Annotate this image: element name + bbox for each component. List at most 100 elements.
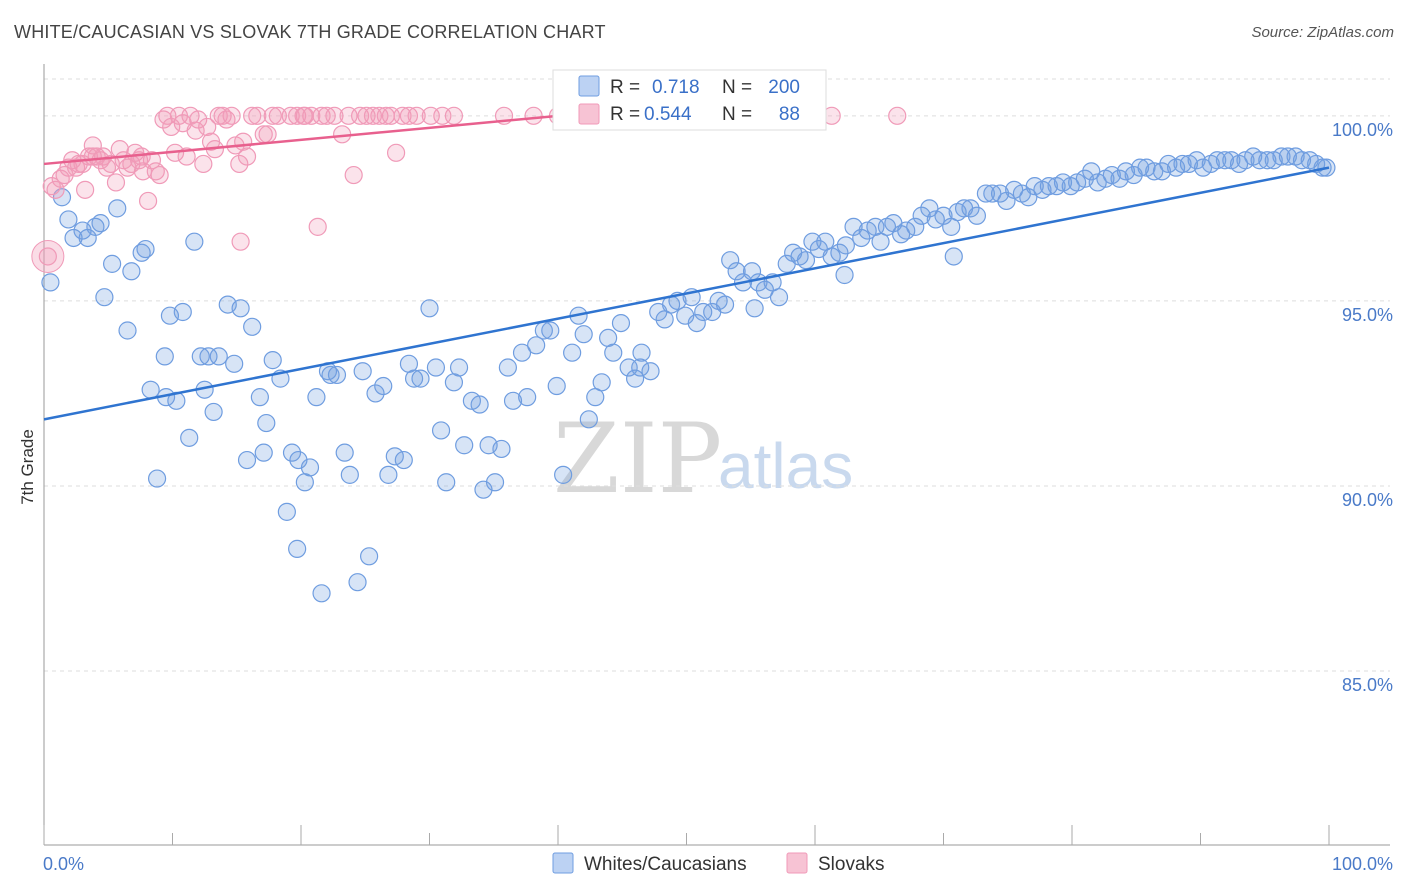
point-whites <box>136 239 155 259</box>
point-whites <box>944 247 963 266</box>
point-whites <box>231 299 250 318</box>
point-slovaks <box>150 165 169 185</box>
point-slovaks <box>46 180 65 199</box>
point-slovaks <box>268 106 287 125</box>
point-whites <box>641 362 660 381</box>
point-whites <box>541 321 560 340</box>
point-slovaks <box>248 106 267 125</box>
legend-n-label-1: N = <box>722 77 752 98</box>
axes <box>43 64 1390 846</box>
point-whites <box>385 447 404 466</box>
point-slovaks <box>888 106 907 125</box>
point-slovaks <box>231 232 250 251</box>
legend-n-value-1: 200 <box>768 77 800 98</box>
legend-n-value-2: 88 <box>779 104 800 125</box>
point-whites <box>394 450 413 470</box>
point-whites <box>91 214 110 233</box>
point-slovaks <box>263 106 282 125</box>
point-whites <box>830 243 849 262</box>
legend-r-label-1: R = <box>610 77 640 98</box>
point-whites <box>455 436 474 455</box>
point-whites <box>437 473 456 492</box>
legend-r-value-2: 0.544 <box>644 104 692 125</box>
source-label: Source: ZipAtlas.com <box>1251 24 1394 41</box>
point-whites <box>360 547 379 566</box>
y-tick-labels: 85.0% 90.0% 95.0% 100.0% <box>1332 120 1393 695</box>
point-whites <box>1152 162 1172 181</box>
point-whites <box>755 280 774 299</box>
point-whites <box>41 273 60 292</box>
point-slovaks <box>243 106 262 125</box>
point-whites <box>1187 151 1206 170</box>
trendlines <box>43 114 1330 421</box>
point-whites <box>59 210 78 229</box>
point-whites <box>745 299 764 318</box>
point-whites <box>411 369 430 388</box>
bottom-legend-swatch-whites <box>552 852 574 874</box>
point-whites <box>803 232 822 251</box>
point-whites <box>449 358 469 377</box>
series-legend: Whites/Caucasians Slovaks <box>552 852 885 875</box>
y-tick-label: 90.0% <box>1342 490 1393 510</box>
point-whites <box>512 343 532 362</box>
point-whites <box>282 443 302 462</box>
point-whites <box>912 206 931 225</box>
point-whites <box>103 254 122 273</box>
point-whites <box>254 443 273 462</box>
y-axis-label: 7th Grade <box>18 429 37 505</box>
point-whites <box>715 295 735 314</box>
point-slovaks <box>288 106 307 125</box>
point-whites <box>353 362 372 381</box>
point-whites <box>288 539 307 558</box>
point-whites <box>906 217 925 236</box>
point-whites <box>836 236 855 255</box>
point-whites <box>527 336 546 355</box>
point-whites <box>147 469 167 488</box>
point-whites <box>1145 162 1164 181</box>
point-whites <box>983 184 1002 203</box>
point-whites <box>257 413 276 433</box>
point-whites <box>250 388 269 407</box>
point-whites <box>727 262 746 281</box>
point-whites <box>518 388 537 407</box>
point-whites <box>431 421 451 440</box>
point-slovaks <box>177 147 196 166</box>
point-whites <box>199 347 218 366</box>
point-slovaks <box>351 106 370 125</box>
point-whites <box>1208 151 1227 170</box>
trendline-slovaks <box>43 114 559 166</box>
point-slovaks <box>302 106 321 125</box>
point-whites <box>335 443 354 462</box>
point-slovaks <box>281 106 300 125</box>
point-whites <box>796 251 816 270</box>
point-slovaks <box>234 132 253 151</box>
point-whites <box>155 347 174 366</box>
point-slovaks <box>76 180 95 199</box>
point-slovaks <box>399 106 419 125</box>
point-whites <box>374 376 393 396</box>
x-tick-max: 100.0% <box>1332 854 1393 874</box>
point-whites <box>108 199 127 218</box>
point-whites <box>1082 162 1101 181</box>
point-whites <box>340 465 359 484</box>
point-whites <box>961 199 980 218</box>
point-whites <box>327 365 347 385</box>
y-tick-label: 95.0% <box>1342 305 1393 325</box>
point-slovaks <box>142 151 162 170</box>
point-whites <box>920 199 939 218</box>
point-whites <box>379 465 398 484</box>
legend-swatch-slovaks <box>578 103 600 125</box>
point-whites <box>141 380 160 399</box>
point-slovaks <box>198 117 217 137</box>
point-whites <box>1131 158 1150 177</box>
point-whites <box>185 232 204 251</box>
point-whites <box>1215 151 1235 170</box>
point-slovaks <box>363 106 383 125</box>
point-whites <box>604 343 623 362</box>
point-slovaks <box>308 217 327 236</box>
point-slovaks <box>386 143 406 162</box>
point-whites <box>625 369 645 388</box>
point-whites <box>420 299 439 318</box>
series-slovaks-points <box>31 106 907 273</box>
